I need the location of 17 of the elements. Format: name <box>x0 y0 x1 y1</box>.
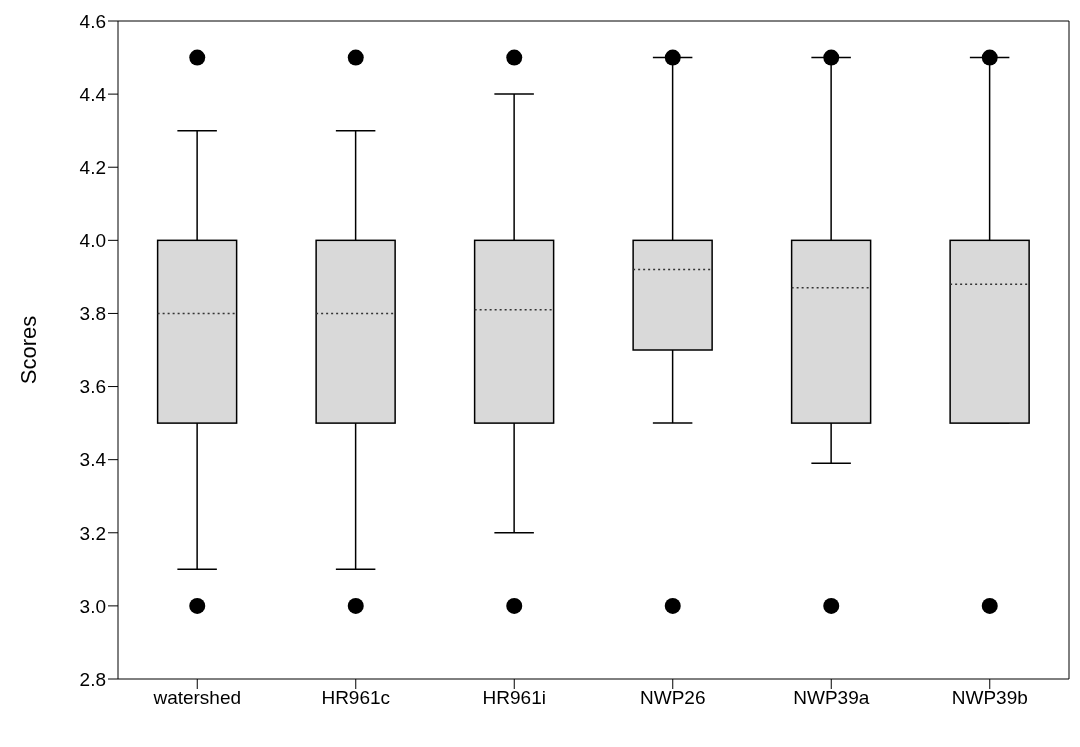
y-tick-label: 4.2 <box>79 156 106 178</box>
y-tick-label: 4.0 <box>79 230 106 252</box>
x-tick-label: HR961c <box>321 687 391 709</box>
y-tick-label: 3.6 <box>79 376 106 398</box>
y-tick-label: 2.8 <box>79 668 106 690</box>
y-axis-title: Scores <box>15 315 41 385</box>
x-tick-label: watershed <box>152 687 242 709</box>
y-tick-label: 3.0 <box>79 595 106 617</box>
x-tick-label: HR961i <box>482 687 546 709</box>
x-tick-label: NWP39a <box>793 687 870 709</box>
x-tick-label: NWP39b <box>951 687 1028 709</box>
y-tick-label: 3.2 <box>79 522 106 544</box>
y-tick-label: 3.4 <box>79 449 107 471</box>
y-tick-label: 4.6 <box>79 10 106 32</box>
y-tick-label: 3.8 <box>79 303 106 325</box>
y-tick-label: 4.4 <box>79 83 107 105</box>
x-tick-label: NWP26 <box>640 687 706 709</box>
